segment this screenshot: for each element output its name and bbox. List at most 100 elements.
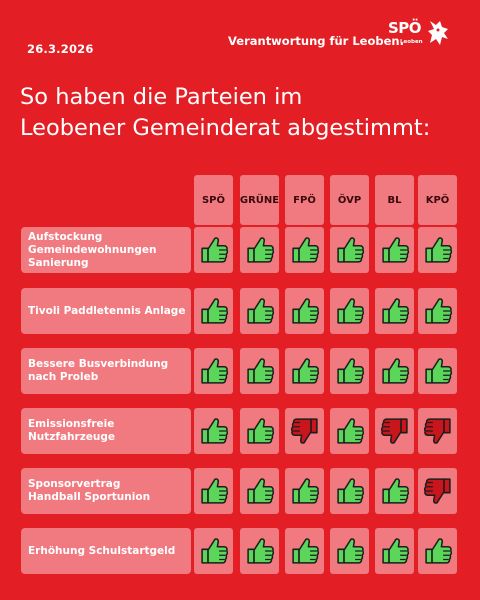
party-column-header: KPÖ — [418, 175, 457, 225]
thumbs-up-icon — [243, 414, 277, 448]
tagline: Verantwortung für Leoben. — [228, 34, 404, 48]
thumbs-up-cell — [330, 227, 369, 273]
thumbs-up-cell — [240, 528, 279, 574]
thumbs-down-icon — [288, 414, 322, 448]
thumbs-up-icon — [197, 414, 231, 448]
thumbs-down-cell — [418, 468, 457, 514]
thumbs-up-icon — [333, 474, 367, 508]
thumbs-up-icon — [243, 233, 277, 267]
thumbs-up-cell — [418, 288, 457, 334]
vote-topic-label: Erhöhung Schulstartgeld — [21, 528, 191, 574]
thumbs-up-cell — [375, 227, 414, 273]
thumbs-up-cell — [330, 528, 369, 574]
thumbs-up-icon — [243, 534, 277, 568]
thumbs-up-cell — [375, 288, 414, 334]
headline-line: So haben die Parteien im — [20, 84, 303, 110]
thumbs-up-icon — [243, 354, 277, 388]
thumbs-up-icon — [378, 294, 412, 328]
vote-topic-label: Emissionsfreie Nutzfahrzeuge — [21, 408, 191, 454]
thumbs-down-cell — [418, 408, 457, 454]
party-column-header: BL — [375, 175, 414, 225]
thumbs-up-icon — [421, 294, 455, 328]
thumbs-down-cell — [375, 408, 414, 454]
thumbs-up-icon — [197, 534, 231, 568]
party-column-header: FPÖ — [285, 175, 324, 225]
thumbs-up-icon — [197, 294, 231, 328]
party-column-header: ÖVP — [330, 175, 369, 225]
thumbs-down-icon — [421, 414, 455, 448]
thumbs-up-icon — [333, 354, 367, 388]
thumbs-up-icon — [197, 354, 231, 388]
vote-topic-line: Tivoli Paddletennis Anlage — [28, 304, 186, 317]
thumbs-up-icon — [421, 534, 455, 568]
party-column-header: GRÜNE — [240, 175, 279, 225]
vote-topic-label: Bessere Busverbindung nach Proleb — [21, 348, 191, 394]
thumbs-up-cell — [194, 288, 233, 334]
thumbs-up-icon — [378, 474, 412, 508]
thumbs-up-cell — [330, 468, 369, 514]
thumbs-up-icon — [421, 233, 455, 267]
thumbs-up-cell — [194, 468, 233, 514]
thumbs-up-icon — [378, 534, 412, 568]
thumbs-up-cell — [285, 348, 324, 394]
thumbs-up-icon — [288, 294, 322, 328]
thumbs-up-cell — [418, 227, 457, 273]
panther-icon — [428, 21, 448, 45]
thumbs-up-cell — [418, 528, 457, 574]
thumbs-up-icon — [378, 354, 412, 388]
spoe-logo[interactable]: SPÖ Leoben — [388, 19, 452, 51]
thumbs-down-cell — [285, 408, 324, 454]
thumbs-up-icon — [333, 233, 367, 267]
vote-topic-label: Tivoli Paddletennis Anlage — [21, 288, 191, 334]
logo-subtext: Leoben — [400, 39, 423, 45]
thumbs-up-icon — [197, 474, 231, 508]
thumbs-up-icon — [378, 233, 412, 267]
headline: So haben die Parteien im Leobener Gemein… — [20, 82, 460, 144]
thumbs-up-cell — [194, 227, 233, 273]
headline-line: Leobener Gemeinderat abgestimmt: — [20, 115, 431, 141]
thumbs-up-cell — [330, 288, 369, 334]
thumbs-up-icon — [243, 474, 277, 508]
thumbs-up-cell — [194, 348, 233, 394]
thumbs-up-cell — [285, 528, 324, 574]
thumbs-up-icon — [288, 534, 322, 568]
thumbs-up-icon — [333, 294, 367, 328]
thumbs-down-icon — [421, 474, 455, 508]
vote-topic-line: Gemeindewohnungen — [28, 243, 157, 256]
logo-text: SPÖ — [388, 19, 422, 37]
thumbs-up-cell — [240, 468, 279, 514]
vote-topic-line: Bessere Busverbindung — [28, 358, 169, 370]
thumbs-down-icon — [378, 414, 412, 448]
vote-topic-line: Aufstockung — [28, 230, 103, 243]
thumbs-up-cell — [240, 348, 279, 394]
thumbs-up-icon — [288, 354, 322, 388]
party-column-header: SPÖ — [194, 175, 233, 225]
thumbs-up-cell — [194, 408, 233, 454]
thumbs-up-icon — [288, 233, 322, 267]
thumbs-up-icon — [197, 233, 231, 267]
thumbs-up-icon — [288, 474, 322, 508]
thumbs-up-cell — [330, 348, 369, 394]
thumbs-up-icon — [243, 294, 277, 328]
date: 26.3.2026 — [27, 42, 94, 56]
thumbs-up-icon — [421, 354, 455, 388]
thumbs-up-cell — [285, 227, 324, 273]
thumbs-up-cell — [240, 408, 279, 454]
thumbs-up-cell — [194, 528, 233, 574]
thumbs-up-cell — [330, 408, 369, 454]
thumbs-up-cell — [375, 468, 414, 514]
thumbs-up-cell — [285, 468, 324, 514]
thumbs-up-cell — [240, 227, 279, 273]
vote-topic-line: Handball Sportunion — [28, 491, 151, 503]
thumbs-up-icon — [333, 534, 367, 568]
vote-topic-label: Sponsorvertrag Handball Sportunion — [21, 468, 191, 514]
thumbs-up-cell — [375, 348, 414, 394]
vote-topic-line: Sponsorvertrag — [28, 478, 121, 490]
thumbs-up-cell — [418, 348, 457, 394]
thumbs-up-cell — [375, 528, 414, 574]
thumbs-up-icon — [333, 414, 367, 448]
vote-topic-line: Erhöhung Schulstartgeld — [28, 544, 176, 557]
vote-topic-label: Aufstockung Gemeindewohnungen Sanierung — [21, 227, 191, 273]
thumbs-up-cell — [240, 288, 279, 334]
vote-topic-line: nach Proleb — [28, 371, 99, 383]
